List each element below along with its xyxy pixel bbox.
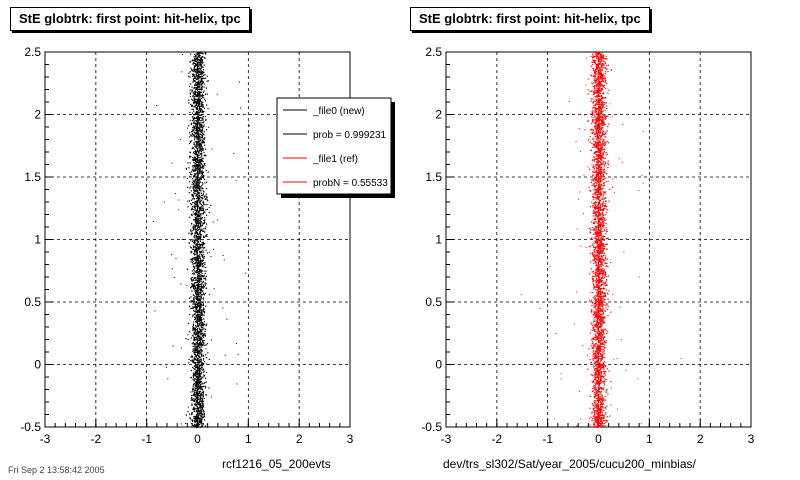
legend-label: _file0 (new) xyxy=(312,106,365,117)
left-plot-xlabel: rcf1216_05_200evts xyxy=(222,457,331,471)
x-tick-label: -3 xyxy=(40,432,51,446)
y-tick-label: 0 xyxy=(34,358,41,372)
x-tick-label: -2 xyxy=(491,432,502,446)
y-tick-label: 0.5 xyxy=(24,295,41,309)
y-tick-label: 1 xyxy=(34,233,41,247)
y-tick-label: -0.5 xyxy=(421,420,442,434)
x-tick-label: 2 xyxy=(697,432,704,446)
x-tick-label: -3 xyxy=(441,432,452,446)
x-tick-label: -1 xyxy=(141,432,152,446)
y-tick-label: 1.5 xyxy=(24,170,41,184)
x-tick-label: 1 xyxy=(245,432,252,446)
x-tick-label: 1 xyxy=(646,432,653,446)
y-tick-label: 2.5 xyxy=(425,45,442,59)
y-tick-label: 2.5 xyxy=(24,45,41,59)
y-tick-label: 0.5 xyxy=(425,295,442,309)
legend-box xyxy=(276,97,392,195)
y-tick-label: 2 xyxy=(435,108,442,122)
right-plot-xlabel: dev/trs_sl302/Sat/year_2005/cucu200_minb… xyxy=(443,457,696,471)
right-plot-title: StE globtrk: first point: hit-helix, tpc xyxy=(410,7,650,31)
scatter-series-0 xyxy=(152,52,250,429)
y-tick-label: 1 xyxy=(435,233,442,247)
legend-label: prob = 0.999231 xyxy=(313,130,387,141)
x-tick-label: 0 xyxy=(595,432,602,446)
y-tick-label: 2 xyxy=(34,108,41,122)
legend-label: _file1 (ref) xyxy=(312,154,358,165)
x-tick-label: -1 xyxy=(542,432,553,446)
timestamp: Fri Sep 2 13:58:42 2005 xyxy=(8,465,105,475)
scatter-series-1 xyxy=(520,52,682,429)
x-tick-label: 3 xyxy=(347,432,354,446)
y-tick-label: -0.5 xyxy=(20,420,41,434)
y-tick-label: 1.5 xyxy=(425,170,442,184)
left-plot-title: StE globtrk: first point: hit-helix, tpc xyxy=(10,7,250,31)
y-tick-label: 0 xyxy=(435,358,442,372)
x-tick-label: 2 xyxy=(296,432,303,446)
x-tick-label: 0 xyxy=(194,432,201,446)
x-tick-label: -2 xyxy=(90,432,101,446)
legend-label: probN = 0.55533 xyxy=(313,178,388,189)
x-tick-label: 3 xyxy=(748,432,755,446)
